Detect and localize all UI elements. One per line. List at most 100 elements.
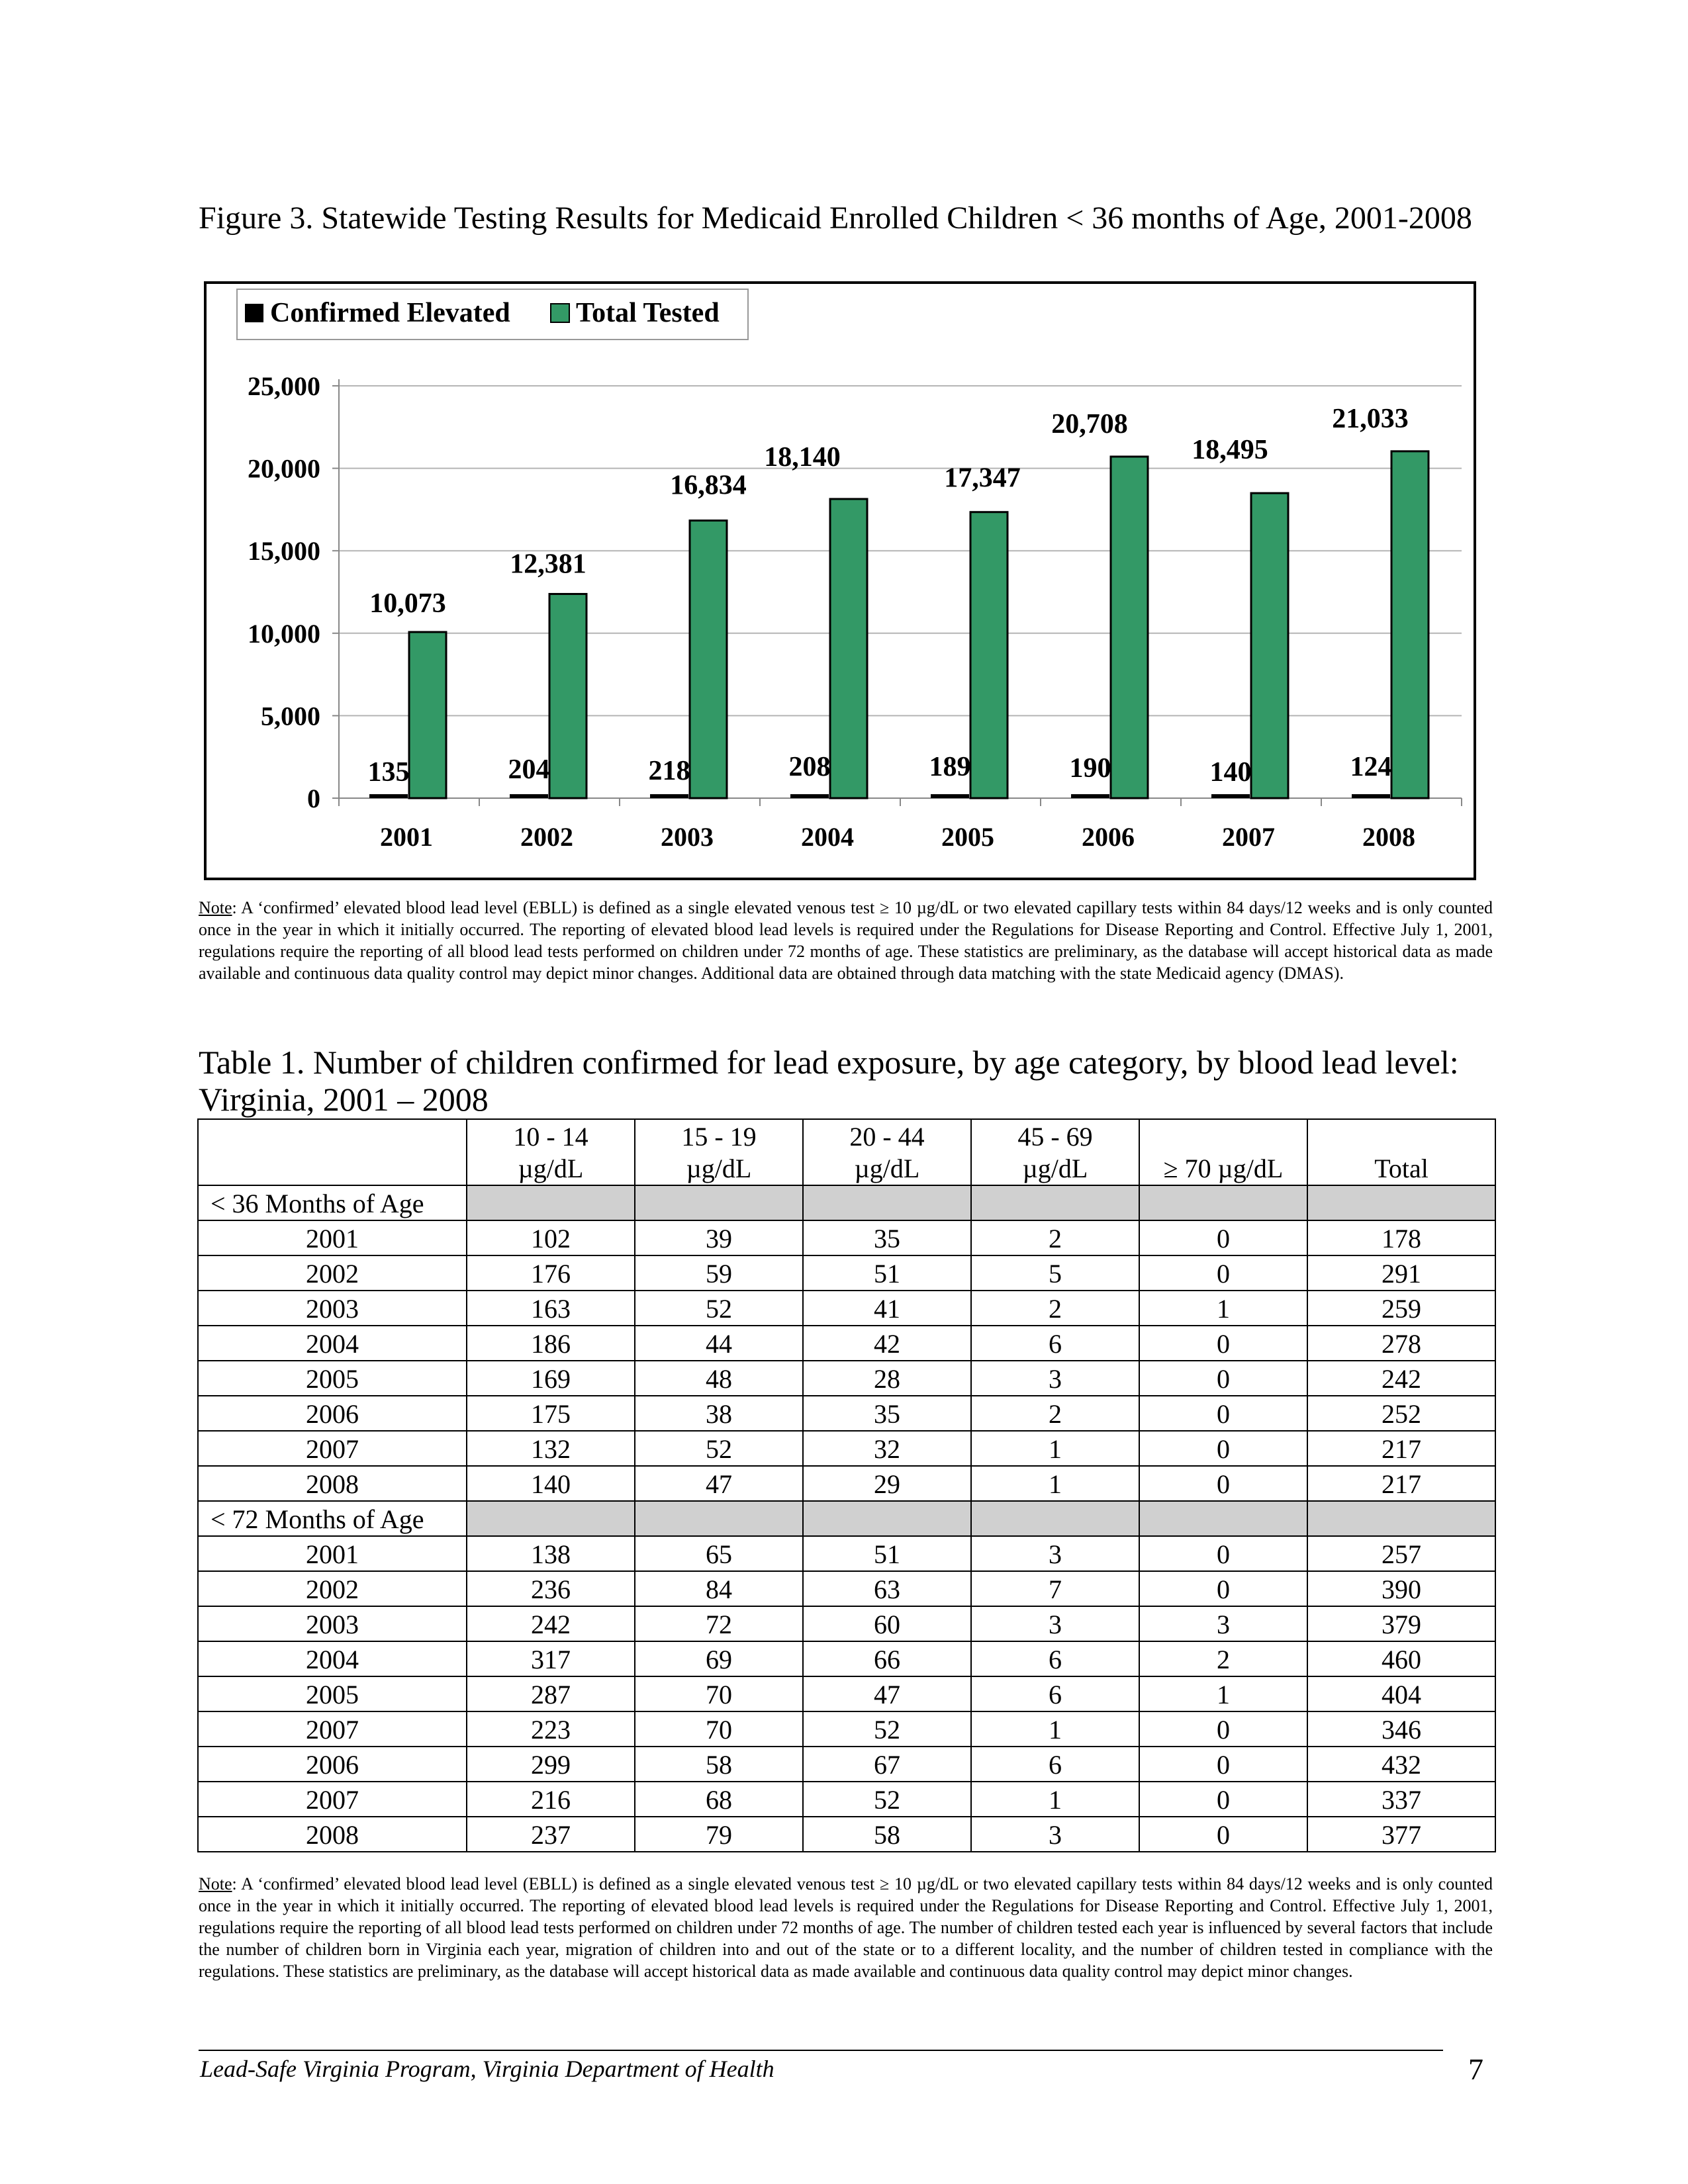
table-cell: 0 [1139,1360,1308,1396]
table-cell: 6 [970,1676,1140,1712]
table-cell: 0 [1139,1535,1308,1572]
table-cell: 35 [802,1395,972,1432]
note-prefix: Note [199,1874,232,1893]
table-cell: 66 [802,1641,972,1677]
row-year: 2001 [197,1535,467,1572]
data-label-total: 12,381 [510,549,586,579]
data-label-total: 21,033 [1332,404,1409,434]
legend-swatch-confirmed [245,304,263,322]
group-shaded-cell [634,1185,804,1221]
table-cell: 0 [1139,1781,1308,1817]
group-shaded-cell [802,1185,972,1221]
table-cell: 58 [634,1746,804,1782]
table-cell: 67 [802,1746,972,1782]
row-year: 2004 [197,1325,467,1361]
table-row: 2007 216 68 52 1 0 337 [197,1781,1496,1817]
table-cell: 51 [802,1535,972,1572]
data-label-confirmed: 218 [649,756,690,786]
table-cell: 2 [970,1395,1140,1432]
row-year: 2007 [197,1711,467,1747]
table-cell: 176 [466,1255,635,1291]
column-header-line2: µg/dL [518,1154,584,1183]
table-cell: 29 [802,1465,972,1502]
table-cell: 140 [466,1465,635,1502]
table-cell: 259 [1307,1290,1496,1326]
column-header-line2: µg/dL [854,1154,920,1183]
x-tick-label: 2007 [1222,822,1275,852]
table-cell: 236 [466,1570,635,1607]
group-label: < 36 Months of Age [197,1185,467,1221]
table-group-row: < 36 Months of Age [197,1185,1496,1221]
row-year: 2006 [197,1746,467,1782]
row-year: 2008 [197,1465,467,1502]
table-cell: 3 [970,1535,1140,1572]
group-label: < 72 Months of Age [197,1500,467,1537]
table-cell: 337 [1307,1781,1496,1817]
table-cell: 3 [970,1360,1140,1396]
table-cell: 70 [634,1711,804,1747]
table-cell: 217 [1307,1465,1496,1502]
table-cell: 404 [1307,1676,1496,1712]
table-cell: 346 [1307,1711,1496,1747]
note-prefix: Note [199,898,232,917]
bar-confirmed-elevated [790,794,829,798]
group-shaded-cell [466,1185,635,1221]
table-note: Note: A ‘confirmed’ elevated blood lead … [199,1873,1493,1982]
group-shaded-cell [970,1185,1140,1221]
row-year: 2003 [197,1606,467,1642]
table-row: 2006 299 58 67 6 0 432 [197,1746,1496,1782]
data-label-total: 10,073 [369,588,446,619]
column-header-line1 [1143,1121,1304,1153]
table-row: 2005 287 70 47 6 1 404 [197,1676,1496,1712]
data-label-total: 18,495 [1192,435,1268,465]
column-header: Total [1307,1118,1496,1186]
x-tick-label: 2006 [1082,822,1135,852]
column-header-line2: µg/dL [686,1154,752,1183]
bar-total-tested [548,592,588,799]
bar-total-tested [408,631,447,799]
table-cell: 41 [802,1290,972,1326]
table-cell: 0 [1139,1255,1308,1291]
table-cell: 163 [466,1290,635,1326]
table-cell: 217 [1307,1430,1496,1467]
table-cell: 28 [802,1360,972,1396]
table-cell: 47 [634,1465,804,1502]
row-year: 2001 [197,1220,467,1256]
note-text: : A ‘confirmed’ elevated blood lead leve… [199,1874,1493,1981]
table-cell: 299 [466,1746,635,1782]
data-label-confirmed: 124 [1350,752,1392,782]
table-cell: 60 [802,1606,972,1642]
figure-caption: Figure 3. Statewide Testing Results for … [199,201,1472,236]
table-cell: 287 [466,1676,635,1712]
data-label-confirmed: 189 [929,752,971,782]
bar-total-tested [1250,492,1289,799]
table-cell: 132 [466,1430,635,1467]
table-cell: 5 [970,1255,1140,1291]
column-header-line1: 20 - 44 [849,1122,925,1152]
data-label-total: 16,834 [670,470,747,500]
table-cell: 0 [1139,1220,1308,1256]
table-cell: 102 [466,1220,635,1256]
table-cell: 0 [1139,1430,1308,1467]
column-header-line2: ≥ 70 µg/dL [1163,1154,1284,1183]
table-cell: 3 [970,1606,1140,1642]
data-label-total: 17,347 [944,463,1021,494]
table-cell: 72 [634,1606,804,1642]
bar-total-tested [969,511,1009,799]
y-tick-label: 15,000 [248,536,320,566]
table-cell: 47 [802,1676,972,1712]
column-header: 15 - 19 µg/dL [634,1118,804,1186]
table-cell: 186 [466,1325,635,1361]
page-number: 7 [1468,2052,1483,2086]
table-row: 2004 317 69 66 6 2 460 [197,1641,1496,1677]
table-row: 2001 102 39 35 2 0 178 [197,1220,1496,1256]
table-cell: 48 [634,1360,804,1396]
x-tick-label: 2008 [1362,822,1415,852]
table-cell: 317 [466,1641,635,1677]
x-tick-label: 2002 [520,822,573,852]
table-cell: 2 [1139,1641,1308,1677]
table-cell: 51 [802,1255,972,1291]
column-header-line1: 45 - 69 [1017,1122,1093,1152]
data-label-confirmed: 140 [1210,757,1252,788]
table-cell: 460 [1307,1641,1496,1677]
